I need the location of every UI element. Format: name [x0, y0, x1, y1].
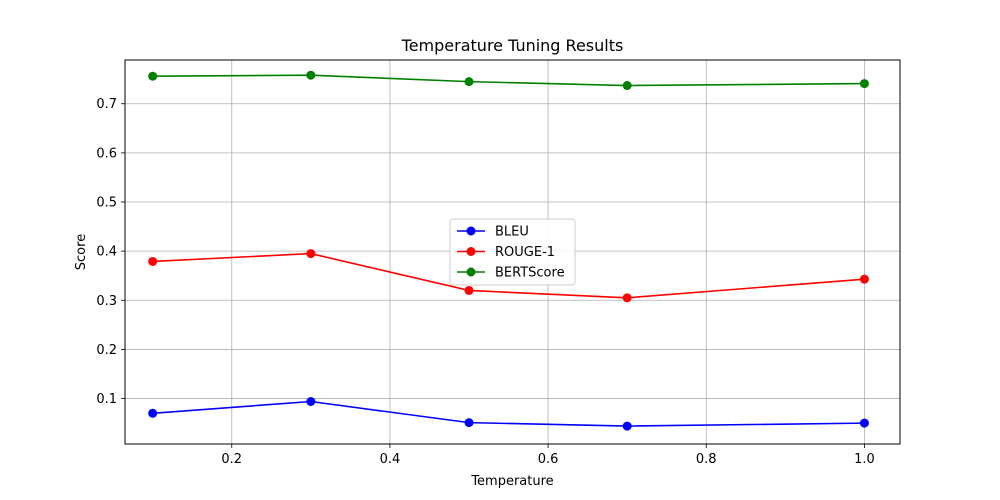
series-layer [148, 70, 869, 431]
legend-marker [466, 247, 476, 256]
chart-title: Temperature Tuning Results [401, 36, 624, 55]
series-rouge-1 [148, 249, 869, 303]
data-point-bertscore [306, 70, 316, 80]
x-tick-label: 0.2 [221, 452, 242, 467]
data-point-rouge-1 [622, 293, 632, 303]
y-tick-label: 0.1 [96, 392, 117, 407]
data-point-bleu [464, 418, 474, 428]
legend-entry-rouge-1: ROUGE-1 [457, 245, 555, 260]
x-tick-label: 0.8 [696, 452, 717, 467]
ticks: 0.2 0.4 0.6 0.8 1.0 0.1 0.2 0.3 0.4 0.5 0.6 0.7 [96, 97, 874, 467]
x-tick-label: 0.4 [380, 452, 401, 467]
plot-frame [124, 59, 901, 445]
x-tick-label: 1.0 [854, 452, 875, 467]
data-point-bleu [622, 421, 632, 431]
data-point-rouge-1 [306, 249, 316, 259]
y-tick-label: 0.5 [96, 196, 117, 211]
legend: BLEU ROUGE-1 BERTScore [449, 218, 576, 286]
data-point-bertscore [859, 79, 869, 89]
data-point-bleu [306, 396, 316, 406]
data-point-bertscore [464, 77, 474, 87]
legend-entry-bertscore: BERTScore [457, 266, 565, 281]
legend-label: ROUGE-1 [495, 245, 555, 260]
series-bleu [148, 396, 869, 431]
legend-box [449, 218, 576, 286]
legend-label: BERTScore [495, 266, 565, 281]
y-tick-label: 0.3 [96, 294, 117, 309]
y-tick-label: 0.2 [96, 343, 117, 358]
data-point-bertscore [622, 81, 632, 91]
data-point-bertscore [148, 71, 158, 81]
legend-marker [466, 267, 476, 277]
y-tick-label: 0.7 [96, 97, 117, 112]
legend-entry-bleu: BLEU [457, 225, 529, 240]
legend-label: BLEU [495, 225, 529, 240]
data-point-rouge-1 [464, 285, 474, 295]
x-tick-label: 0.6 [538, 452, 559, 467]
data-point-rouge-1 [148, 256, 158, 266]
data-point-bleu [148, 408, 158, 418]
x-axis-label: Temperature [470, 474, 553, 489]
y-tick-label: 0.4 [96, 245, 117, 260]
legend-marker [466, 226, 476, 236]
data-point-bleu [859, 418, 869, 428]
data-point-rouge-1 [859, 274, 869, 284]
series-bertscore [148, 70, 869, 91]
y-axis-label: Score [74, 234, 89, 270]
y-tick-label: 0.6 [96, 146, 117, 161]
